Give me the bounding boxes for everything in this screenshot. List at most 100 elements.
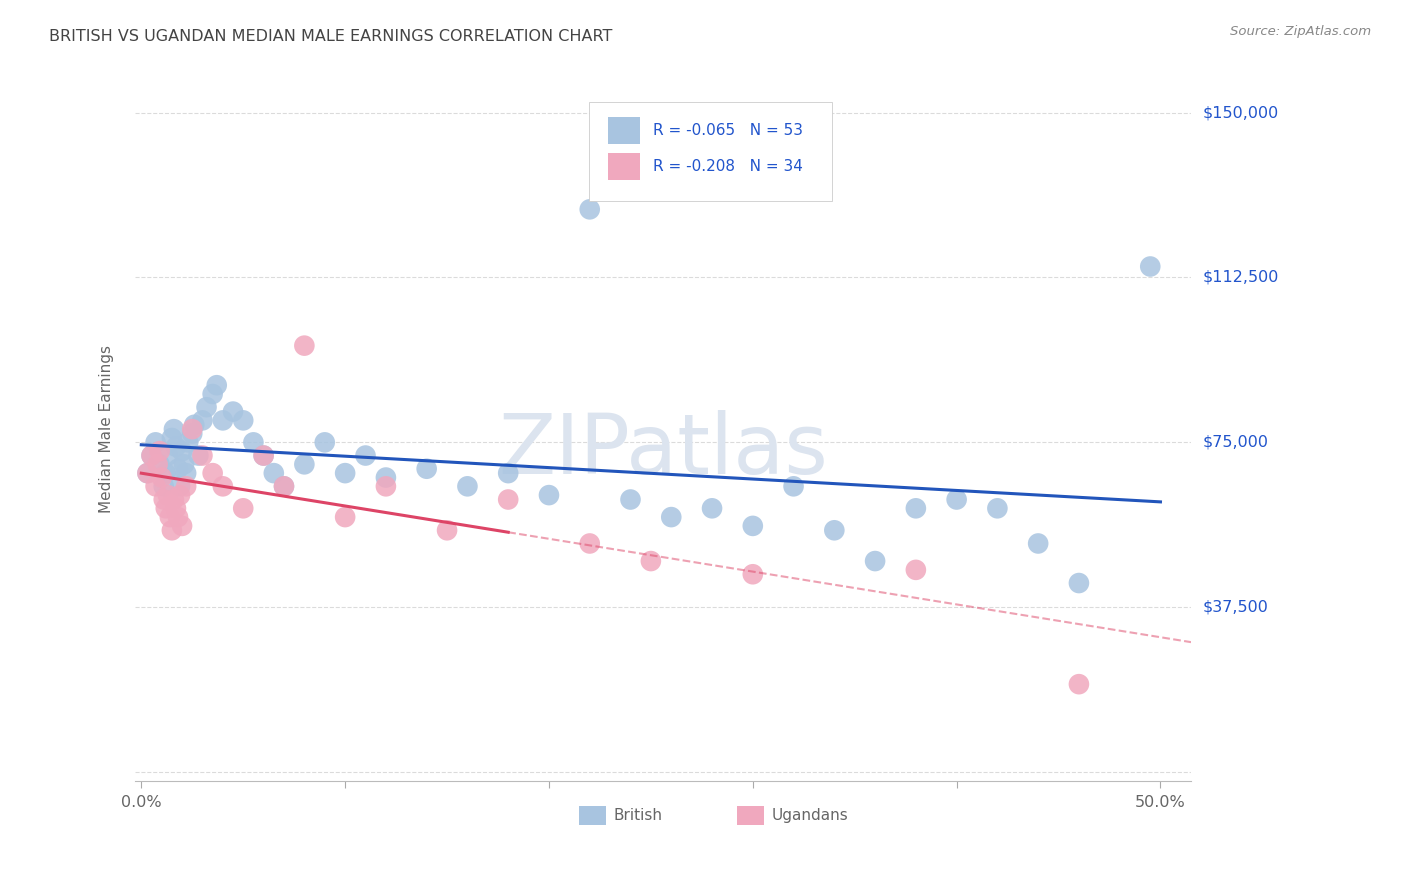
Text: R = -0.065   N = 53: R = -0.065 N = 53	[652, 123, 803, 137]
Point	[273, 479, 295, 493]
Text: ZIPatlas: ZIPatlas	[498, 409, 828, 491]
Point	[145, 435, 167, 450]
Point	[163, 492, 186, 507]
Point	[354, 449, 377, 463]
Point	[456, 479, 478, 493]
Point	[700, 501, 723, 516]
Text: $75,000: $75,000	[1202, 435, 1268, 450]
Bar	[737, 806, 765, 824]
Point	[150, 470, 173, 484]
Text: $112,500: $112,500	[1202, 270, 1278, 285]
Point	[181, 422, 204, 436]
Point	[167, 510, 190, 524]
Point	[333, 466, 356, 480]
Point	[160, 431, 183, 445]
Point	[149, 444, 172, 458]
Point	[986, 501, 1008, 516]
Point	[252, 449, 274, 463]
Point	[496, 492, 519, 507]
Point	[1139, 260, 1161, 274]
Point	[263, 466, 285, 480]
Point	[201, 466, 224, 480]
Point	[191, 413, 214, 427]
Text: Source: ZipAtlas.com: Source: ZipAtlas.com	[1230, 25, 1371, 38]
Point	[155, 466, 177, 480]
Point	[537, 488, 560, 502]
Point	[149, 458, 172, 472]
Point	[211, 413, 233, 427]
Point	[292, 458, 315, 472]
Point	[640, 554, 662, 568]
Point	[659, 510, 682, 524]
Point	[145, 479, 167, 493]
Point	[165, 440, 187, 454]
Point	[222, 404, 245, 418]
Point	[273, 479, 295, 493]
Point	[823, 523, 845, 537]
Point	[159, 510, 181, 524]
Point	[252, 449, 274, 463]
Point	[174, 466, 197, 480]
Text: $150,000: $150,000	[1202, 105, 1278, 120]
Point	[201, 387, 224, 401]
Point	[195, 400, 218, 414]
Point	[205, 378, 228, 392]
Point	[136, 466, 159, 480]
Point	[619, 492, 641, 507]
Text: BRITISH VS UGANDAN MEDIAN MALE EARNINGS CORRELATION CHART: BRITISH VS UGANDAN MEDIAN MALE EARNINGS …	[49, 29, 613, 44]
Point	[374, 470, 396, 484]
Point	[333, 510, 356, 524]
Point	[177, 435, 200, 450]
Point	[374, 479, 396, 493]
Point	[904, 501, 927, 516]
Point	[181, 426, 204, 441]
Point	[904, 563, 927, 577]
Text: $37,500: $37,500	[1202, 599, 1268, 615]
Point	[167, 461, 190, 475]
Point	[191, 449, 214, 463]
Point	[945, 492, 967, 507]
Point	[156, 488, 179, 502]
Point	[174, 479, 197, 493]
Point	[141, 449, 163, 463]
Point	[232, 501, 254, 516]
Point	[170, 519, 193, 533]
Bar	[609, 117, 640, 144]
Point	[170, 444, 193, 458]
Point	[578, 202, 600, 217]
Point	[156, 449, 179, 463]
Y-axis label: Median Male Earnings: Median Male Earnings	[100, 345, 114, 513]
Point	[1026, 536, 1049, 550]
Text: R = -0.208   N = 34: R = -0.208 N = 34	[652, 160, 803, 174]
Point	[741, 519, 763, 533]
Bar	[579, 806, 606, 824]
Point	[152, 479, 174, 493]
Point	[863, 554, 886, 568]
Point	[578, 536, 600, 550]
Point	[741, 567, 763, 582]
Point	[146, 458, 169, 472]
Point	[136, 466, 159, 480]
Bar	[609, 153, 640, 180]
Point	[152, 492, 174, 507]
Point	[173, 458, 195, 472]
Point	[1067, 576, 1090, 591]
Point	[169, 479, 191, 493]
Point	[782, 479, 804, 493]
FancyBboxPatch shape	[589, 102, 832, 201]
Point	[292, 338, 315, 352]
Point	[165, 501, 187, 516]
Text: Ugandans: Ugandans	[772, 808, 849, 822]
Point	[436, 523, 458, 537]
Point	[160, 523, 183, 537]
Point	[1067, 677, 1090, 691]
Point	[496, 466, 519, 480]
Point	[183, 417, 205, 432]
Point	[141, 449, 163, 463]
Text: British: British	[613, 808, 662, 822]
Point	[169, 488, 191, 502]
Point	[314, 435, 336, 450]
Point	[187, 449, 209, 463]
Point	[242, 435, 264, 450]
Point	[163, 422, 186, 436]
